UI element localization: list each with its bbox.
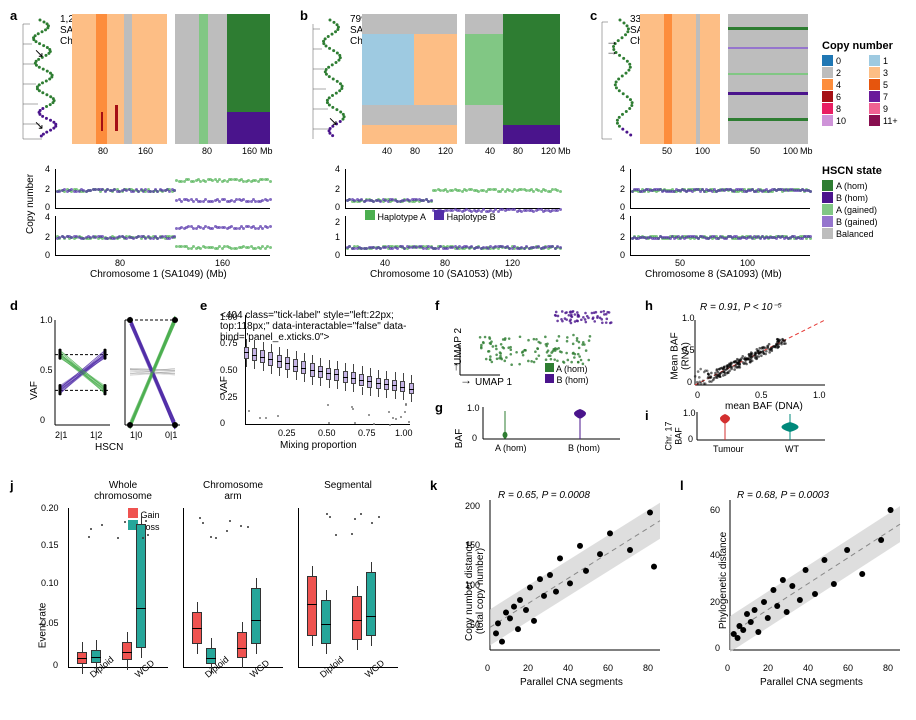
vaf-lines — [30, 310, 185, 430]
panel-label-l: l — [680, 478, 684, 493]
tick: 160 — [242, 146, 257, 156]
panel-label-k: k — [430, 478, 437, 493]
scatter-c-bot — [630, 216, 810, 256]
panel-e: VAF 1.00 0.75 0.50 0.25 0 <404 class="ti… — [220, 310, 415, 455]
panel-label-h: h — [645, 298, 653, 313]
umap-scatter — [450, 305, 625, 385]
arrow-icon: ↘ — [328, 114, 338, 128]
heatmap-c-cn — [640, 14, 720, 144]
arrow-icon: ↘ — [34, 46, 44, 60]
panel-label-c: c — [590, 8, 597, 23]
scatter-l — [725, 495, 910, 660]
umap-legend: A (hom) B (hom) — [545, 363, 589, 385]
panel-label-a: a — [10, 8, 17, 23]
facet-title: Whole chromosome — [83, 480, 163, 502]
scatter-a-top — [55, 169, 270, 209]
baf-violin — [455, 405, 625, 445]
panel-label-f: f — [435, 298, 439, 313]
scatter-k — [485, 495, 670, 660]
scatter-a-bot — [55, 216, 270, 256]
panel-label-d: d — [10, 298, 18, 313]
panel-label-g: g — [435, 400, 443, 415]
panel-label-b: b — [300, 8, 308, 23]
tick: 80 — [98, 146, 108, 156]
stat-h: R = 0.91, P < 10⁻⁵ — [700, 302, 782, 313]
x-axis-label: Chromosome 8 (SA1093) (Mb) — [645, 269, 782, 280]
boxplot-e — [245, 315, 410, 425]
panel-l: R = 0.68, P = 0.0003 Phylogenetic distan… — [695, 485, 910, 700]
panel-b: 799 cells SA1053 Chr.10q ↘ 40 80 120 40 … — [310, 14, 570, 274]
box-whole — [68, 508, 168, 668]
hscn-legend: HSCN state A (hom)B (hom)A (gained)B (ga… — [822, 165, 912, 240]
copy-number-legend: Copy number 01234567891011+ — [822, 40, 912, 127]
x-label: HSCN — [95, 442, 123, 453]
hap-legend: Haplotype A Haplotype B — [365, 210, 496, 222]
scatter-c-top — [630, 169, 810, 209]
heatmap-b-cn — [362, 14, 457, 144]
panel-d: VAF 1.0 0.5 0 2|1 1|2 1|0 0|1 HSCN — [30, 310, 185, 455]
scatter-b-top — [345, 169, 560, 209]
panel-label-e: e — [200, 298, 207, 313]
scatter-b-bot — [345, 216, 560, 256]
heatmap-a-cn — [72, 14, 167, 144]
arrow-icon: → — [606, 44, 618, 58]
y-label: VAF — [29, 381, 40, 400]
panel-c: 339 cells SA1093 Chr. 8 → → 50 100 50 10… — [600, 14, 815, 274]
panel-label-i: i — [645, 408, 649, 423]
tick: 80 — [202, 146, 212, 156]
panel-g: BAF 1.0 0 A (hom) B (hom) — [455, 405, 625, 455]
y-axis-label: Copy number — [25, 174, 36, 234]
panel-i: Chr. 17 BAF 1.0 0 Tumour WT — [665, 410, 830, 458]
facet-title: Chromosome arm — [193, 480, 273, 502]
box-arm — [183, 508, 283, 668]
x-axis-label: Chromosome 10 (SA1053) (Mb) — [370, 269, 512, 280]
panel-f: UMAP 2 → → UMAP 1 A (hom) B (hom) — [450, 305, 625, 400]
heatmap-c-hscn — [728, 14, 808, 144]
heatmap-b-hscn — [465, 14, 560, 144]
box-seg — [298, 508, 398, 668]
unit: Mb — [260, 146, 273, 156]
panel-k: R = 0.65, P = 0.0008 Copy number distanc… — [450, 485, 665, 700]
facet-title: Segmental — [308, 480, 388, 491]
panel-a: 1,244 cells SA1049 Chr. 1q ↘ ↘ 80 160 80… — [20, 14, 280, 274]
panel-j: Event rate Whole chromosome Chromosome a… — [28, 480, 408, 705]
x-axis-label: Chromosome 1 (SA1049) (Mb) — [90, 269, 227, 280]
heatmap-a-hscn — [175, 14, 270, 144]
panel-label-j: j — [10, 478, 14, 493]
arrow-icon: ↘ — [34, 118, 44, 132]
panel-h: R = 0.91, P < 10⁻⁵ Mean BAF (RNA) 1.0 0.… — [665, 305, 830, 400]
tick: 160 — [138, 146, 153, 156]
